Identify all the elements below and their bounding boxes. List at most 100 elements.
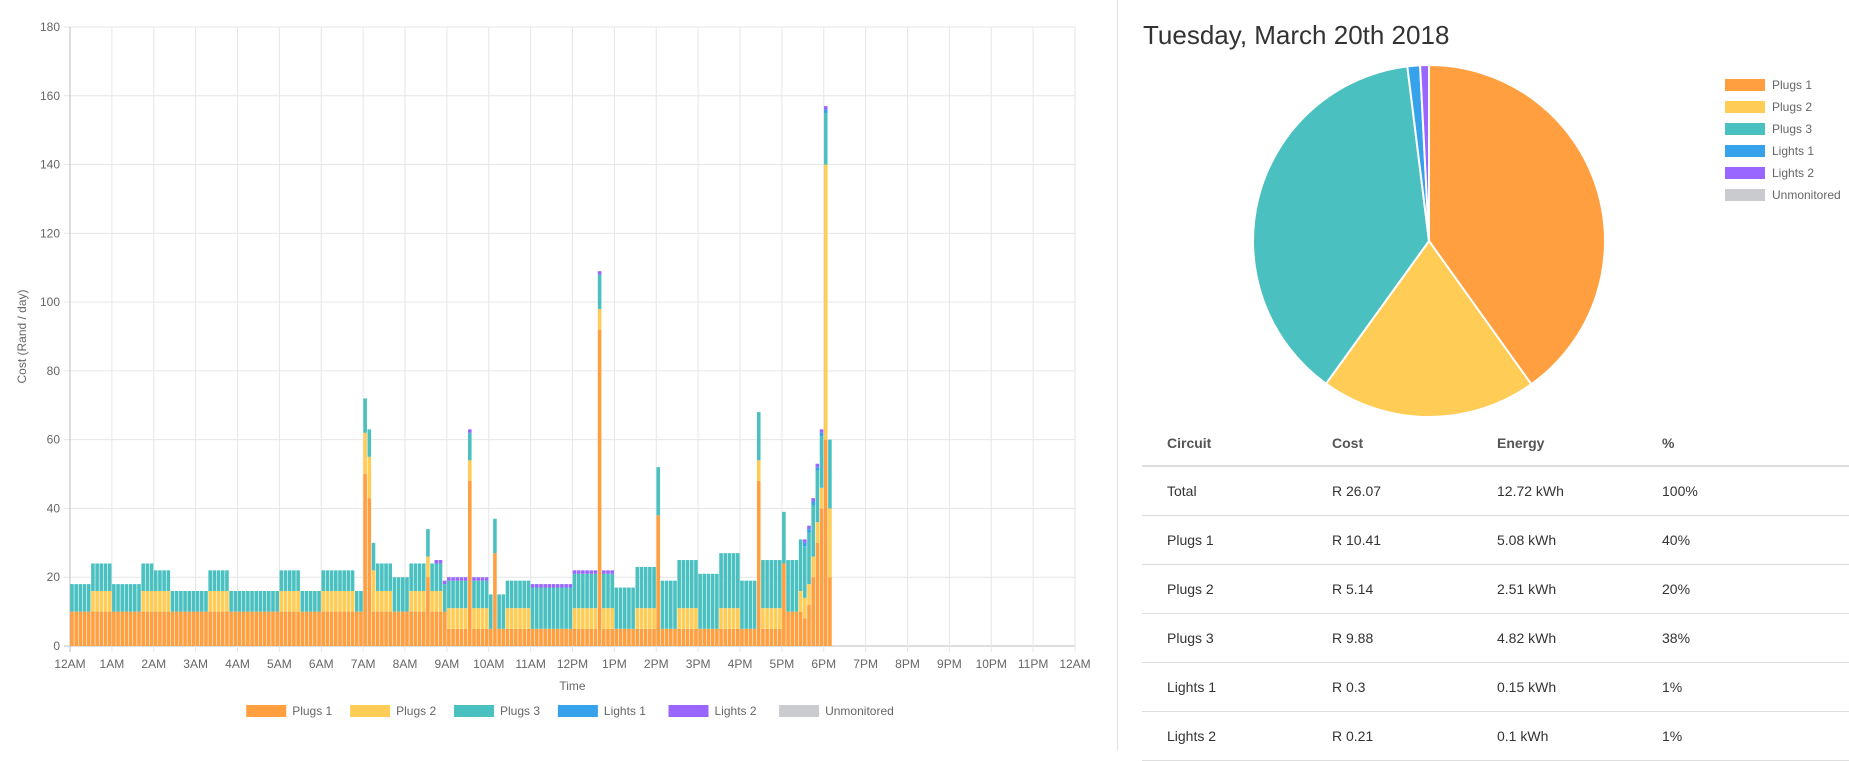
bar-lights-2[interactable]: [547, 584, 552, 588]
bar-plugs-1[interactable]: [338, 611, 342, 646]
bar-plugs-1[interactable]: [229, 611, 233, 646]
bar-plugs-2[interactable]: [736, 608, 740, 629]
bar-lights-1[interactable]: [815, 467, 820, 471]
bar-lights-2[interactable]: [610, 570, 614, 574]
bar-plugs-3[interactable]: [706, 573, 711, 629]
bar-plugs-1[interactable]: [576, 628, 581, 646]
bar-plugs-3[interactable]: [685, 560, 690, 609]
bar-plugs-2[interactable]: [375, 590, 380, 612]
bar-plugs-2[interactable]: [329, 590, 334, 612]
bar-plugs-2[interactable]: [216, 590, 221, 612]
bar-plugs-3[interactable]: [777, 560, 782, 609]
bar-plugs-3[interactable]: [727, 553, 732, 609]
bar-plugs-3[interactable]: [710, 573, 715, 629]
bar-lights-2[interactable]: [447, 577, 451, 581]
bar-plugs-3[interactable]: [212, 570, 217, 591]
bar-plugs-2[interactable]: [798, 590, 803, 612]
bar-plugs-1[interactable]: [476, 628, 480, 646]
bar-plugs-3[interactable]: [246, 590, 250, 612]
bar-plugs-2[interactable]: [689, 608, 694, 629]
bar-plugs-1[interactable]: [258, 611, 263, 646]
legend-label-plugs-1[interactable]: Plugs 1: [292, 704, 332, 718]
bar-plugs-2[interactable]: [505, 608, 510, 629]
bar-plugs-2[interactable]: [514, 608, 518, 629]
bar-plugs-3[interactable]: [656, 467, 661, 516]
bar-plugs-3[interactable]: [497, 594, 501, 629]
bar-plugs-2[interactable]: [145, 590, 150, 612]
bar-plugs-1[interactable]: [300, 611, 305, 646]
bar-plugs-1[interactable]: [447, 628, 451, 646]
bar-plugs-3[interactable]: [731, 553, 736, 609]
bar-plugs-1[interactable]: [727, 628, 732, 646]
bar-plugs-1[interactable]: [581, 628, 585, 646]
legend-swatch-plugs-2[interactable]: [350, 705, 391, 717]
bar-plugs-2[interactable]: [413, 590, 418, 612]
bar-plugs-1[interactable]: [170, 611, 175, 646]
bar-plugs-1[interactable]: [158, 611, 162, 646]
bar-plugs-3[interactable]: [350, 570, 355, 591]
bar-plugs-1[interactable]: [530, 628, 535, 646]
bar-plugs-3[interactable]: [401, 577, 405, 612]
bar-plugs-1[interactable]: [761, 628, 765, 646]
bar-lights-1[interactable]: [803, 542, 807, 547]
bar-plugs-3[interactable]: [179, 590, 183, 612]
bar-lights-2[interactable]: [811, 498, 815, 502]
pie-legend-item-plugs-2[interactable]: Plugs 2: [1725, 96, 1849, 118]
bar-plugs-3[interactable]: [153, 570, 158, 591]
bar-plugs-1[interactable]: [200, 611, 204, 646]
bar-plugs-3[interactable]: [798, 539, 803, 591]
bar-plugs-3[interactable]: [698, 573, 702, 629]
bar-plugs-2[interactable]: [581, 608, 585, 629]
bar-plugs-3[interactable]: [677, 560, 681, 609]
bar-plugs-3[interactable]: [597, 274, 602, 309]
bar-plugs-2[interactable]: [334, 590, 338, 612]
bar-plugs-1[interactable]: [371, 611, 376, 646]
bar-plugs-2[interactable]: [648, 608, 652, 629]
bar-plugs-2[interactable]: [346, 590, 351, 612]
bar-plugs-1[interactable]: [698, 628, 702, 646]
bar-plugs-1[interactable]: [380, 611, 384, 646]
bar-plugs-3[interactable]: [773, 560, 778, 609]
bar-plugs-2[interactable]: [367, 456, 372, 499]
bar-plugs-1[interactable]: [539, 628, 543, 646]
bar-plugs-1[interactable]: [706, 628, 711, 646]
bar-lights-2[interactable]: [823, 106, 828, 110]
bar-plugs-1[interactable]: [401, 611, 405, 646]
bar-plugs-1[interactable]: [375, 611, 380, 646]
bar-plugs-3[interactable]: [204, 590, 208, 612]
bar-plugs-1[interactable]: [497, 628, 501, 646]
bar-plugs-1[interactable]: [359, 611, 363, 646]
bar-plugs-1[interactable]: [723, 628, 728, 646]
bar-plugs-1[interactable]: [572, 628, 577, 646]
bar-plugs-1[interactable]: [283, 611, 288, 646]
bar-plugs-3[interactable]: [438, 563, 443, 591]
bar-lights-2[interactable]: [585, 570, 589, 574]
bar-plugs-1[interactable]: [103, 611, 108, 646]
bar-plugs-2[interactable]: [597, 308, 602, 330]
bar-plugs-2[interactable]: [338, 590, 342, 612]
bar-plugs-3[interactable]: [828, 439, 832, 509]
bar-plugs-1[interactable]: [145, 611, 150, 646]
bar-plugs-3[interactable]: [426, 529, 430, 557]
bar-plugs-1[interactable]: [769, 628, 774, 646]
bar-plugs-1[interactable]: [308, 611, 313, 646]
bar-plugs-1[interactable]: [535, 628, 539, 646]
bar-plugs-2[interactable]: [95, 590, 99, 612]
bar-plugs-1[interactable]: [597, 329, 602, 646]
bar-plugs-3[interactable]: [166, 570, 171, 591]
bar-plugs-3[interactable]: [488, 594, 493, 629]
bar-plugs-3[interactable]: [124, 584, 129, 612]
bar-plugs-3[interactable]: [258, 590, 263, 612]
bar-plugs-3[interactable]: [664, 580, 669, 629]
bar-plugs-1[interactable]: [78, 611, 83, 646]
bar-plugs-3[interactable]: [321, 570, 326, 591]
bar-plugs-1[interactable]: [719, 628, 723, 646]
bar-plugs-2[interactable]: [602, 608, 606, 629]
bar-plugs-1[interactable]: [388, 611, 393, 646]
bar-plugs-3[interactable]: [484, 580, 489, 609]
legend-swatch-lights-1[interactable]: [557, 705, 598, 717]
bar-plugs-3[interactable]: [794, 560, 799, 612]
bar-plugs-2[interactable]: [639, 608, 644, 629]
bar-lights-2[interactable]: [480, 577, 485, 581]
bar-lights-2[interactable]: [606, 570, 610, 574]
